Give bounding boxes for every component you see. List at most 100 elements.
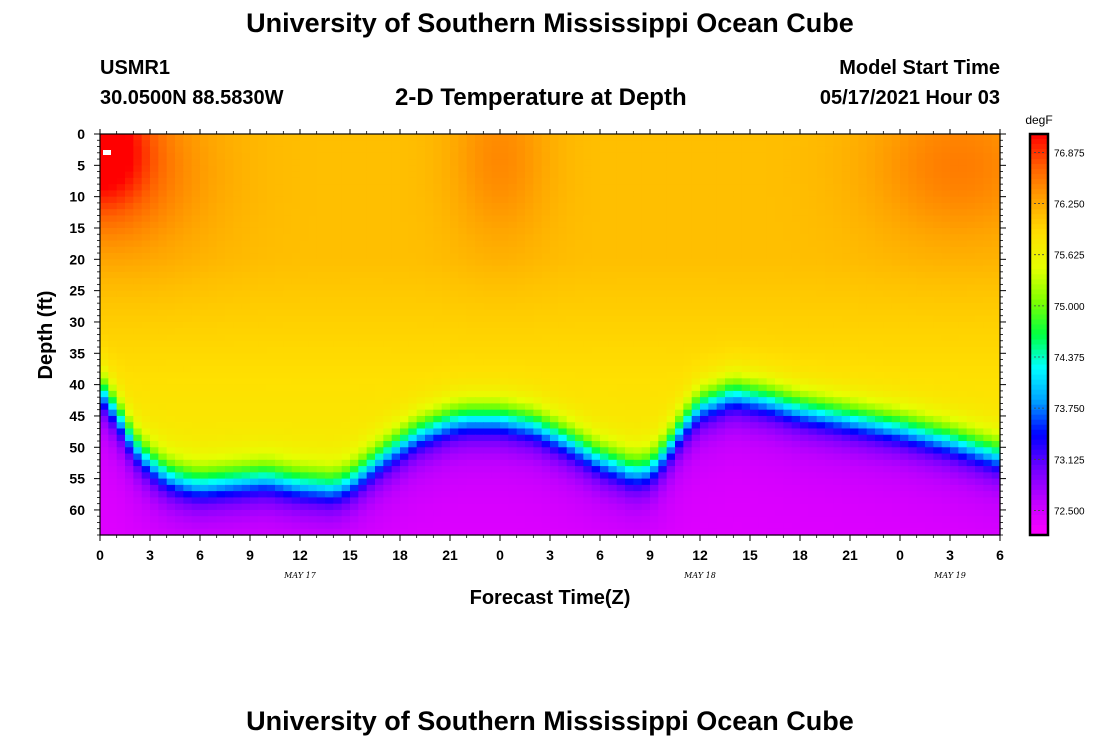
- heatmap-cell: [108, 165, 118, 173]
- heatmap-cell: [433, 328, 443, 336]
- heatmap-cell: [958, 372, 968, 379]
- heatmap-cell: [141, 365, 151, 373]
- heatmap-cell: [908, 253, 918, 260]
- heatmap-cell: [166, 221, 176, 229]
- heatmap-cell: [633, 184, 643, 191]
- heatmap-cell: [550, 234, 559, 242]
- heatmap-cell: [816, 328, 826, 336]
- heatmap-cell: [758, 159, 768, 166]
- heatmap-cell: [541, 196, 551, 204]
- heatmap-cell: [841, 384, 851, 392]
- heatmap-cell: [308, 409, 318, 417]
- heatmap-cell: [291, 378, 301, 386]
- heatmap-cell: [300, 152, 309, 160]
- heatmap-cell: [191, 215, 201, 223]
- heatmap-cell: [350, 397, 359, 405]
- heatmap-cell: [741, 284, 751, 292]
- heatmap-cell: [233, 328, 243, 336]
- heatmap-cell: [316, 134, 326, 141]
- heatmap-cell: [933, 184, 943, 191]
- heatmap-cell: [491, 397, 501, 405]
- heatmap-cell: [450, 221, 459, 229]
- heatmap-cell: [516, 353, 526, 361]
- heatmap-cell: [508, 134, 518, 141]
- heatmap-cell: [775, 177, 784, 185]
- heatmap-cell: [641, 152, 651, 160]
- heatmap-cell: [508, 415, 518, 423]
- heatmap-cell: [166, 209, 176, 217]
- heatmap-cell: [141, 284, 151, 292]
- heatmap-cell: [150, 397, 159, 405]
- heatmap-cell: [983, 215, 993, 223]
- heatmap-cell: [591, 384, 601, 392]
- heatmap-cell: [100, 234, 109, 242]
- heatmap-cell: [666, 265, 676, 273]
- heatmap-cell: [450, 253, 459, 260]
- heatmap-cell: [291, 240, 301, 248]
- heatmap-cell: [725, 265, 734, 273]
- heatmap-cell: [383, 390, 393, 398]
- heatmap-cell: [691, 152, 701, 160]
- heatmap-cell: [400, 378, 409, 386]
- heatmap-cell: [558, 397, 568, 405]
- heatmap-cell: [833, 234, 843, 242]
- heatmap-cell: [308, 202, 318, 210]
- heatmap-cell: [716, 372, 726, 379]
- heatmap-cell: [750, 290, 759, 298]
- heatmap-cell: [941, 152, 951, 160]
- heatmap-cell: [825, 265, 834, 273]
- heatmap-cell: [291, 146, 301, 154]
- heatmap-cell: [150, 321, 159, 329]
- heatmap-cell: [816, 171, 826, 179]
- heatmap-cell: [275, 184, 284, 191]
- heatmap-cell: [366, 171, 376, 179]
- heatmap-cell: [758, 296, 768, 304]
- heatmap-cell: [341, 159, 351, 166]
- heatmap-cell: [300, 409, 309, 417]
- heatmap-cell: [691, 184, 701, 191]
- heatmap-cell: [475, 284, 484, 292]
- heatmap-cell: [650, 265, 659, 273]
- heatmap-cell: [241, 234, 251, 242]
- heatmap-cell: [875, 315, 884, 323]
- heatmap-cell: [333, 390, 343, 398]
- heatmap-cell: [600, 246, 609, 254]
- heatmap-cell: [633, 140, 643, 148]
- heatmap-cell: [475, 397, 484, 405]
- heatmap-cell: [650, 390, 659, 398]
- heatmap-cell: [733, 365, 743, 373]
- heatmap-cell: [400, 284, 409, 292]
- heatmap-cell: [900, 334, 909, 342]
- heatmap-cell: [183, 309, 193, 317]
- heatmap-cell: [825, 403, 834, 411]
- heatmap-cell: [716, 165, 726, 173]
- heatmap-cell: [191, 134, 201, 141]
- heatmap-cell: [725, 271, 734, 279]
- heatmap-cell: [266, 390, 276, 398]
- heatmap-cell: [241, 246, 251, 254]
- heatmap-cell: [533, 227, 543, 235]
- heatmap-cell: [375, 240, 384, 248]
- heatmap-cell: [158, 372, 168, 379]
- heatmap-cell: [400, 353, 409, 361]
- heatmap-cell: [383, 378, 393, 386]
- heatmap-cell: [275, 334, 284, 342]
- heatmap-cell: [891, 315, 901, 323]
- heatmap-cell: [475, 328, 484, 336]
- heatmap-cell: [958, 265, 968, 273]
- heatmap-cell: [975, 271, 984, 279]
- heatmap-cell: [841, 259, 851, 267]
- heatmap-cell: [600, 240, 609, 248]
- heatmap-cell: [158, 134, 168, 141]
- heatmap-cell: [991, 152, 1001, 160]
- heatmap-cell: [616, 340, 626, 348]
- heatmap-cell: [583, 253, 593, 260]
- heatmap-cell: [658, 340, 668, 348]
- heatmap-cell: [375, 246, 384, 254]
- heatmap-cell: [158, 184, 168, 191]
- heatmap-cell: [633, 134, 643, 141]
- heatmap-cell: [716, 221, 726, 229]
- heatmap-cell: [500, 378, 509, 386]
- heatmap-cell: [491, 209, 501, 217]
- heatmap-cell: [533, 378, 543, 386]
